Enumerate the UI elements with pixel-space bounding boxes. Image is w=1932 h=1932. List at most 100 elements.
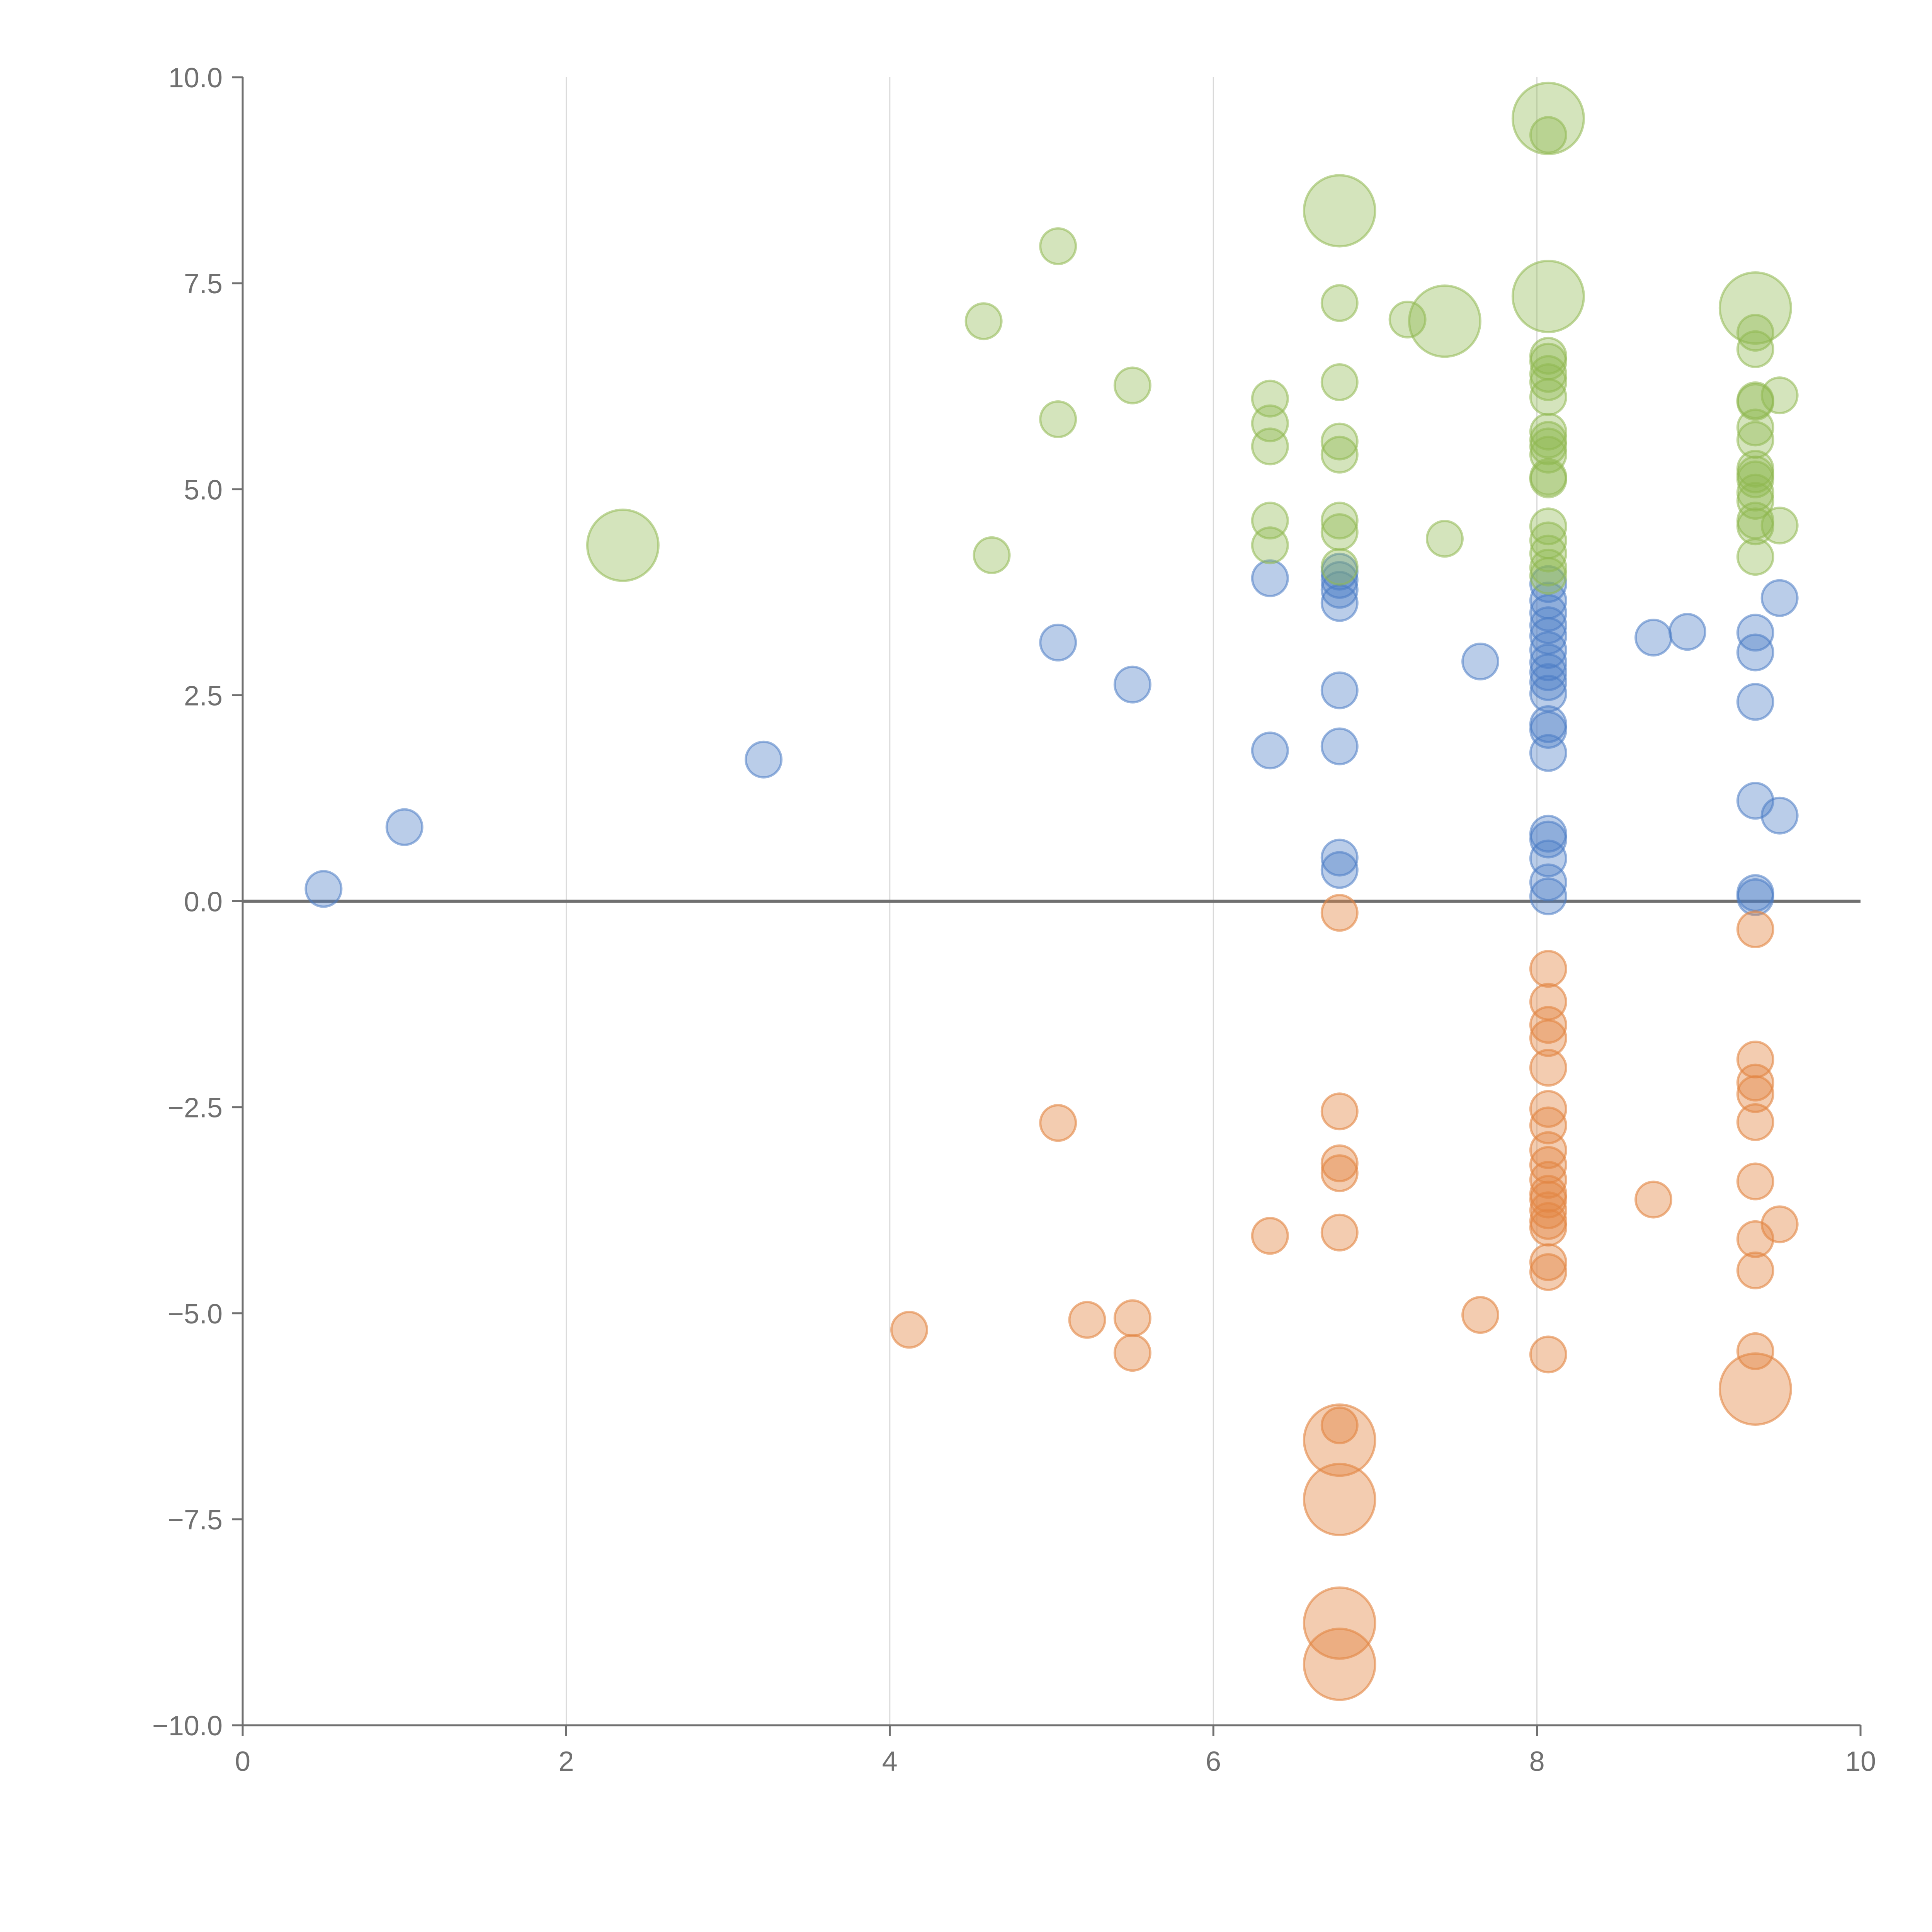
orange-bubble-point [1068,1301,1106,1339]
blue-bubble-point [1529,877,1567,915]
orange-bubble-point [1760,1205,1799,1243]
y-tick-label: −2.5 [168,1093,223,1124]
x-tick-label: 4 [882,1746,898,1777]
green-bubble-point [1251,427,1289,466]
orange-bubble-point [1529,1049,1567,1087]
blue-bubble-point [1529,565,1567,603]
green-bubble-point [964,302,1003,340]
orange-bubble-point [1320,1213,1359,1252]
orange-bubble-point [1736,1332,1774,1370]
orange-bubble-point [1461,1296,1500,1334]
x-tick-label: 6 [1206,1746,1221,1777]
blue-bubble-point [1529,863,1567,901]
blue-bubble-point [304,870,343,908]
blue-bubble-point [1736,633,1774,672]
green-bubble-point [1718,271,1792,345]
orange-bubble-point [1529,1253,1567,1291]
orange-bubble-point [1529,1180,1567,1219]
orange-bubble-point [1736,910,1774,949]
orange-bubble-point [1303,1628,1376,1701]
blue-bubble-point [1736,878,1774,916]
y-tick-label: 5.0 [184,474,223,505]
green-bubble-point [1251,526,1289,565]
green-bubble-point [1736,538,1774,576]
green-bubble-point [1736,408,1774,447]
orange-bubble-point [1736,1103,1774,1141]
blue-bubble-point [1760,796,1799,835]
blue-bubble-point [1529,734,1567,772]
blue-bubble-point [1251,731,1289,770]
blue-bubble-point [1039,623,1077,662]
green-bubble-point [1529,427,1567,466]
blue-bubble-point [1113,665,1151,704]
green-bubble-point [1320,548,1359,586]
orange-bubble-point [1529,1019,1567,1057]
green-bubble-point [1529,116,1567,154]
green-bubble-point [1736,460,1774,498]
orange-bubble-point [1736,1162,1774,1201]
green-bubble-point [1408,284,1481,358]
green-bubble-point [1736,314,1774,352]
orange-bubble-point [1736,1075,1774,1113]
green-bubble-point [1303,174,1376,248]
blue-bubble-point [1529,820,1567,859]
tick-label-layer: 0 2 4 6 8 10 10.0 7.5 5.0 2.5 0.0 −2.5 −5.0 −7.5 −10.0 [152,63,1876,1777]
green-bubble-point [1039,227,1077,265]
green-bubble-point [1529,548,1567,587]
orange-bubble-point [1529,1161,1567,1199]
orange-bubble-point [1113,1334,1151,1372]
blue-bubble-point [1320,584,1359,622]
green-bubble-point [1113,366,1151,405]
orange-bubble-point [1251,1217,1289,1255]
green-bubble-point [1511,260,1585,333]
blue-bubble-point [1760,579,1799,617]
green-bubble-point [1529,507,1567,546]
orange-bubble-point [1529,1090,1567,1128]
green-bubble-point [1320,513,1359,551]
blue-bubble-point [1529,663,1567,701]
orange-bubble-point [1736,1220,1774,1258]
y-tick-label: −7.5 [168,1505,223,1536]
axes-layer [232,76,1862,1736]
y-tick-label: −10.0 [152,1711,223,1742]
y-tick-label: 10.0 [168,63,223,94]
green-bubble-point [1320,435,1359,474]
orange-bubble-point [1736,1251,1774,1289]
blue-bubble-point [1736,614,1774,652]
blue-bubble-point [1529,653,1567,691]
green-bubble-point [1760,507,1799,545]
green-bubble-point [1425,520,1464,558]
green-bubble-point [1039,400,1077,438]
orange-bubble-point [1529,1006,1567,1044]
orange-bubble-point [1039,1104,1077,1142]
orange-bubble-point [1303,1403,1376,1477]
orange-bubble-point [1303,1463,1376,1536]
y-tick-label: 2.5 [184,680,223,711]
y-tick-label: −5.0 [168,1299,223,1330]
green-bubble-point [1529,363,1567,401]
blue-bubble-point [385,808,423,846]
orange-bubble-point [1529,1243,1567,1281]
orange-bubble-point [1634,1180,1673,1219]
orange-bubble-point [1303,1586,1376,1660]
x-tick-label: 10 [1845,1746,1876,1777]
orange-bubble-point [1320,1144,1359,1182]
blue-bubble-point [1461,642,1500,680]
orange-bubble-point [1529,1208,1567,1247]
green-bubble-point [1320,502,1359,540]
x-tick-label: 0 [235,1746,250,1777]
green-bubble-point [1529,557,1567,595]
blue-bubble-point [1320,851,1359,889]
x-tick-label: 2 [558,1746,574,1777]
y-tick-label: 7.5 [184,269,223,299]
orange-bubble-point [890,1311,929,1349]
orange-bubble-point [1529,950,1567,988]
orange-bubble-point [1736,1063,1774,1102]
orange-bubble-point [1113,1299,1151,1337]
orange-bubble-point [1718,1352,1792,1426]
orange-bubble-point [1529,1131,1567,1169]
green-bubble-point [1736,473,1774,512]
blue-bubble-point [1736,683,1774,721]
